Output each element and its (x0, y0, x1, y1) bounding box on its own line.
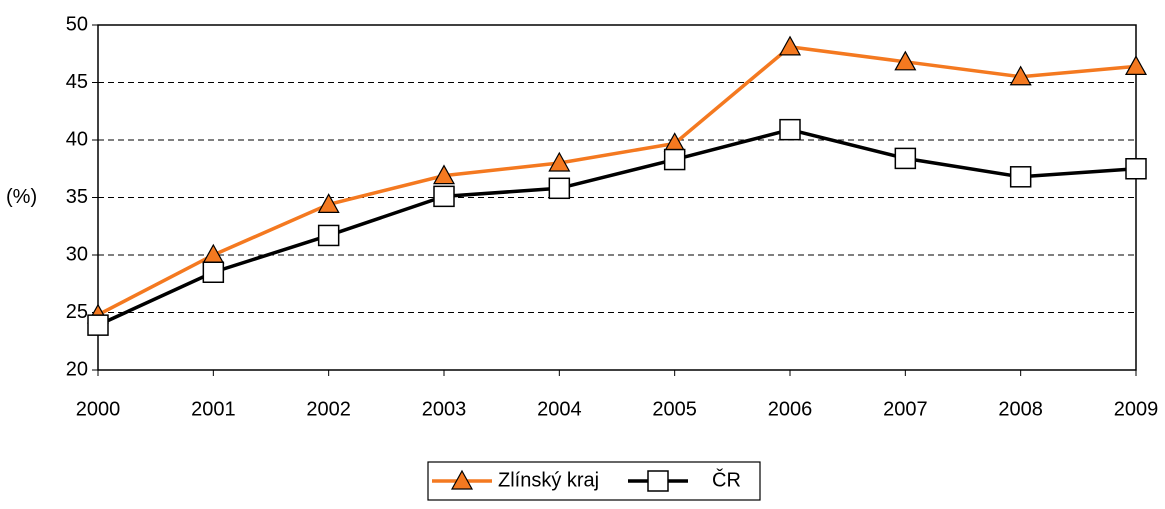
marker (663, 148, 686, 171)
x-tick-label: 2003 (422, 398, 467, 420)
marker (894, 50, 917, 71)
x-tick-label: 2002 (306, 398, 351, 420)
marker (647, 470, 669, 492)
series-line (97, 127, 1137, 327)
x-tick-label: 2001 (191, 398, 236, 420)
legend-label: Zlínský kraj (498, 469, 599, 491)
x-tick-label: 2007 (883, 398, 928, 420)
legend-label: ČR (712, 468, 741, 491)
y-tick-label: 25 (66, 301, 88, 323)
y-tick-label: 20 (66, 358, 88, 380)
marker (1125, 158, 1147, 180)
x-tick-label: 2000 (76, 398, 121, 420)
marker (317, 224, 340, 247)
y-tick-label: 35 (66, 186, 88, 208)
marker (1009, 65, 1032, 86)
marker (779, 118, 801, 141)
y-tick-label: 30 (66, 243, 88, 265)
x-tick-label: 2009 (1114, 398, 1159, 420)
marker (202, 261, 225, 283)
series-line (97, 45, 1137, 317)
y-tick-label: 40 (66, 128, 88, 150)
x-tick-label: 2004 (537, 398, 582, 420)
marker (433, 185, 455, 208)
x-tick-label: 2005 (652, 398, 697, 420)
marker (1124, 55, 1148, 76)
y-tick-label: 45 (66, 71, 88, 93)
marker (450, 469, 474, 490)
marker (432, 164, 456, 185)
marker (87, 314, 109, 336)
x-tick-label: 2006 (768, 398, 813, 420)
marker (778, 35, 802, 56)
x-tick-label: 2008 (998, 398, 1043, 420)
plot-border (97, 24, 1137, 371)
marker (317, 193, 340, 213)
y-axis-label: (%) (6, 186, 37, 208)
marker (894, 147, 917, 170)
marker (548, 177, 571, 200)
marker (1009, 166, 1032, 188)
y-tick-label: 50 (66, 13, 88, 35)
marker (548, 151, 571, 172)
